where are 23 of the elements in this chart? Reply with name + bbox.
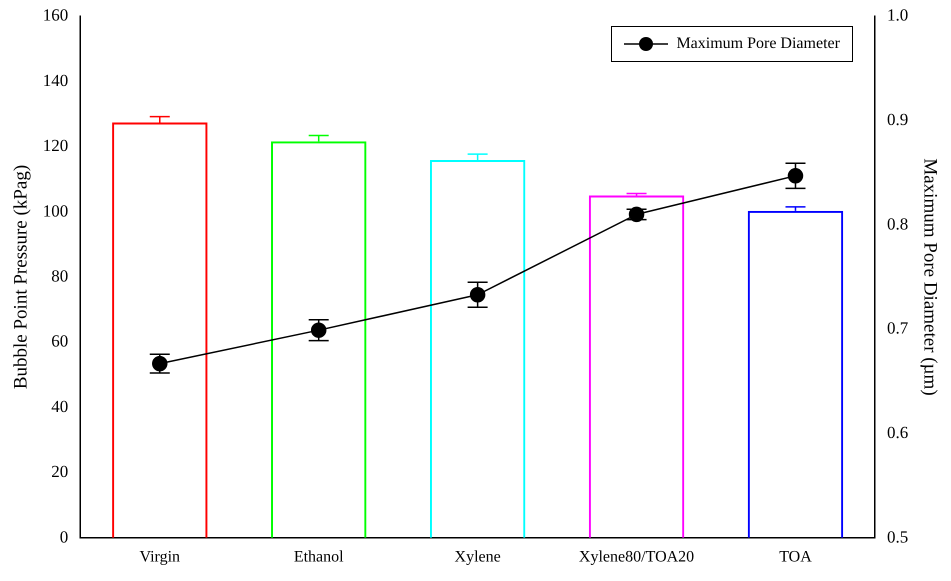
y2-tick-label: 1.0	[886, 6, 908, 25]
y2-tick-label: 0.5	[886, 527, 908, 546]
x-tick-label: Virgin	[140, 548, 180, 566]
y-tick-label: 120	[42, 136, 68, 156]
x-tick-label: Xylene	[454, 548, 501, 566]
y2-tick-label: 0.7	[886, 318, 909, 338]
y2-tick-label: 0.9	[886, 110, 908, 129]
y-tick-label: 160	[42, 6, 68, 25]
y-tick-label: 40	[51, 396, 68, 416]
y2-tick-label: 0.6	[886, 422, 908, 442]
y2-tick-label: 0.8	[886, 214, 908, 234]
x-tick-label: TOA	[779, 548, 812, 566]
x-tick-label: Xylene80/TOA20	[578, 548, 694, 566]
y-axis-title: Bubble Point Pressure (kPag)	[10, 164, 32, 390]
legend-label: Maximum Pore Diameter	[676, 35, 840, 54]
x-tick-label: Ethanol	[294, 548, 344, 566]
y-tick-label: 80	[51, 266, 68, 286]
y-tick-label: 0	[60, 527, 68, 546]
y-tick-label: 140	[42, 70, 68, 90]
y-tick-label: 60	[51, 332, 68, 351]
y-tick-label: 100	[42, 201, 68, 220]
y-tick-label: 20	[51, 462, 68, 482]
y2-axis-title: Maximum Pore Diameter (µm)	[920, 158, 941, 396]
